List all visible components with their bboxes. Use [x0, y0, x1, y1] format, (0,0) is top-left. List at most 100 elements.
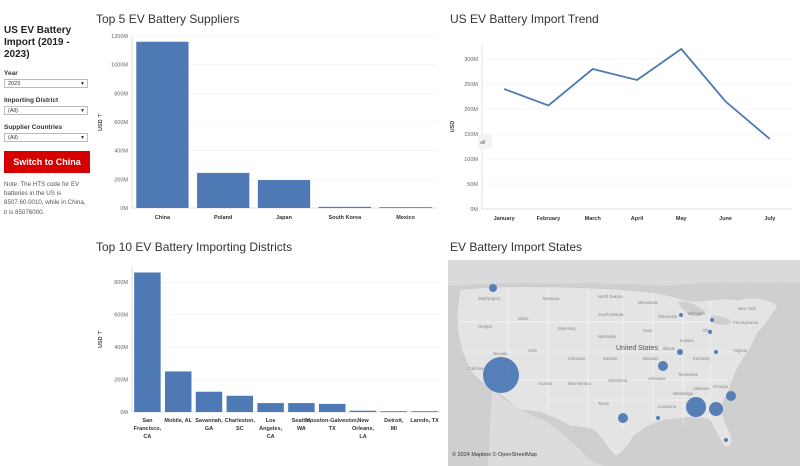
hts-note: Note: The HTS code for EV batteries in t… — [4, 181, 86, 216]
map-bubble — [724, 438, 728, 442]
x-tick-label: February — [537, 216, 561, 222]
bar — [164, 371, 192, 412]
map-bubble — [679, 313, 683, 317]
y-tick-label: 150M — [464, 132, 478, 138]
bar — [257, 180, 311, 208]
map-bubble — [656, 416, 660, 420]
y-axis-label: USD ⊤ — [97, 330, 104, 348]
district-select-value: (All) — [8, 108, 18, 114]
annotation-box — [478, 134, 492, 149]
suppliers-chart-title: Top 5 EV Battery Suppliers — [96, 12, 240, 26]
map-bubble — [708, 330, 712, 334]
mexico-land — [488, 390, 608, 466]
map-bubbles — [483, 284, 736, 442]
map-bubble — [709, 402, 723, 416]
map-state-label: Tennessee — [678, 372, 699, 377]
trend-line-chart: 0M 50M 100M 150M 200M 250M 300M USD January Febru… — [450, 44, 792, 222]
map-state-label: South Dakota — [598, 312, 624, 317]
x-tick-label: Savannah, GA — [195, 418, 223, 432]
map-state-label: Louisiana — [658, 404, 677, 409]
y-tick-label: 100M — [464, 157, 478, 163]
map-state-label: Kentucky — [693, 356, 711, 361]
y-tick-label: 400M — [114, 149, 128, 155]
y-tick-label: 250M — [464, 82, 478, 88]
bar — [257, 403, 284, 412]
map-bubble — [726, 391, 736, 401]
y-tick-label: 50M — [467, 182, 478, 188]
map-state-label: Missouri — [643, 356, 659, 361]
map-state-label: Oklahoma — [608, 378, 628, 383]
map-state-label: New York — [738, 306, 757, 311]
map-state-label: Illinois — [663, 346, 675, 351]
map-state-label: Montana — [543, 296, 560, 301]
bar — [318, 403, 346, 412]
chevron-down-icon: ▼ — [80, 135, 85, 141]
y-tick-label: 400M — [114, 345, 128, 351]
y-tick-label: 200M — [114, 378, 128, 384]
districts-chart-title: Top 10 EV Battery Importing Districts — [96, 240, 293, 254]
map-bubble — [686, 397, 706, 417]
map-state-label: North Dakota — [598, 294, 623, 299]
y-axis-label: USD — [450, 121, 456, 133]
map-state-label: Wisconsin — [658, 314, 678, 319]
map-state-label: Arizona — [538, 381, 553, 386]
y-tick-label: 1000M — [111, 63, 128, 69]
dashboard-title: US EV Battery Import (2019 - 2023) — [4, 25, 72, 60]
x-tick-label: Japan — [276, 215, 293, 221]
x-tick-label: January — [494, 216, 516, 222]
x-tick-label: Los Angeles, CA — [259, 418, 282, 440]
map-country-label: United States — [616, 345, 659, 352]
map-state-label: New Mexico — [568, 381, 591, 386]
states-map[interactable]: United States Washington Montana North Dak… — [448, 260, 800, 466]
x-tick-label: Charleston, SC — [225, 418, 256, 432]
x-tick-label: March — [585, 216, 602, 222]
switch-to-china-button[interactable]: Switch to China — [4, 151, 90, 173]
countries-select-value: (All) — [8, 135, 18, 141]
chevron-down-icon: ▼ — [80, 81, 85, 87]
district-select[interactable]: (All) ▼ — [4, 106, 88, 115]
map-bubble — [677, 349, 683, 355]
y-tick-label: 600M — [114, 120, 128, 126]
countries-filter-label: Supplier Countries — [4, 124, 63, 131]
canada-land — [448, 260, 800, 286]
map-state-label: Oregon — [478, 324, 493, 329]
bar — [226, 395, 254, 412]
map-bubble — [618, 413, 628, 423]
map-state-label: Mississippi — [673, 391, 693, 396]
x-tick-label: Poland — [214, 215, 232, 221]
x-tick-label: May — [676, 216, 688, 222]
bar — [197, 172, 250, 208]
map-bubble — [658, 361, 668, 371]
states-map-title: EV Battery Import States — [450, 240, 583, 254]
y-tick-label: 200M — [114, 177, 128, 183]
map-bubble — [483, 357, 519, 393]
y-tick-label: 0M — [470, 207, 478, 213]
map-state-label: Alabama — [693, 386, 710, 391]
y-tick-label: 800M — [114, 91, 128, 97]
map-bubble — [714, 350, 718, 354]
countries-select[interactable]: (All) ▼ — [4, 133, 88, 142]
district-filter-label: Importing District — [4, 97, 59, 104]
map-state-label: Indiana — [680, 338, 694, 343]
map-attribution: © 2024 Mapbox © OpenStreetMap — [452, 452, 537, 458]
y-tick-label: 800M — [114, 280, 128, 286]
year-select[interactable]: 2023 ▼ — [4, 79, 88, 88]
map-state-label: Idaho — [518, 316, 529, 321]
x-tick-label: Seattle, WA — [292, 418, 312, 432]
chevron-down-icon: ▼ — [80, 108, 85, 114]
map-bubble — [710, 318, 714, 322]
great-lakes — [678, 301, 706, 317]
bar — [380, 411, 408, 412]
districts-bar-chart: 0M 200M 400M 600M 800M USD ⊤ San Francisco, CAMo… — [97, 266, 440, 440]
y-tick-label: 200M — [464, 107, 478, 113]
map-state-label: Colorado — [568, 356, 586, 361]
bar — [134, 272, 161, 412]
annotation-label: all — [480, 140, 486, 146]
bar — [288, 403, 315, 412]
map-state-label: Michigan — [688, 311, 705, 316]
map-state-label: Ohio — [703, 328, 713, 333]
trend-line — [503, 47, 771, 140]
map-state-label: Texas — [598, 401, 609, 406]
bar — [195, 391, 223, 412]
y-tick-label: 0M — [120, 410, 128, 416]
